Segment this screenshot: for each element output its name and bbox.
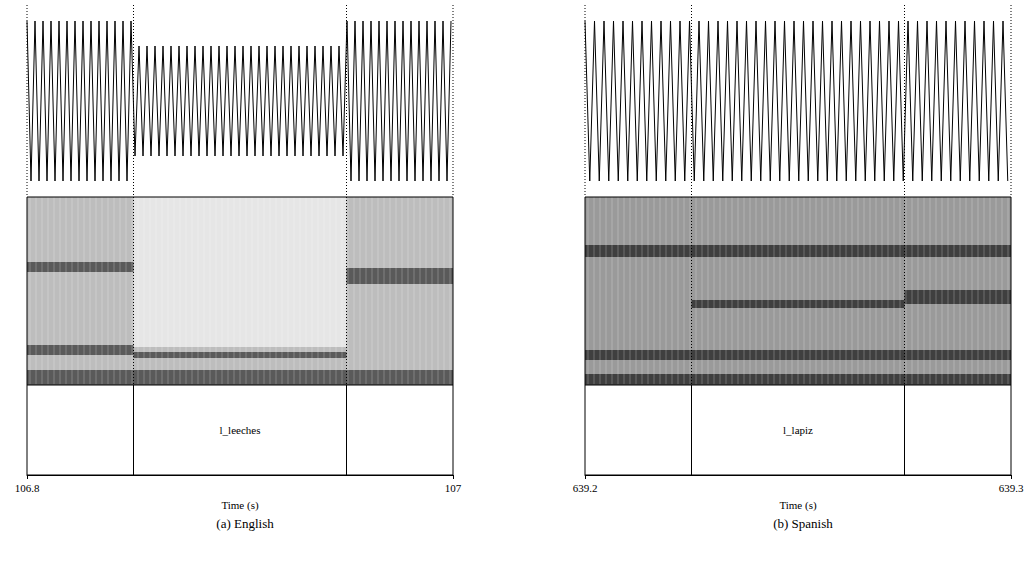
svg-text:Time (s): Time (s) (221, 499, 259, 512)
svg-text:639.2: 639.2 (573, 482, 598, 494)
svg-text:639.3: 639.3 (999, 482, 1024, 494)
svg-text:l_lapiz: l_lapiz (783, 424, 813, 436)
svg-text:107: 107 (445, 482, 462, 494)
svg-text:(a) English: (a) English (216, 516, 274, 531)
svg-text:Time (s): Time (s) (779, 499, 817, 512)
svg-text:106.8: 106.8 (15, 482, 40, 494)
svg-text:(b) Spanish: (b) Spanish (773, 516, 833, 531)
svg-text:l_leeches: l_leeches (220, 424, 261, 436)
